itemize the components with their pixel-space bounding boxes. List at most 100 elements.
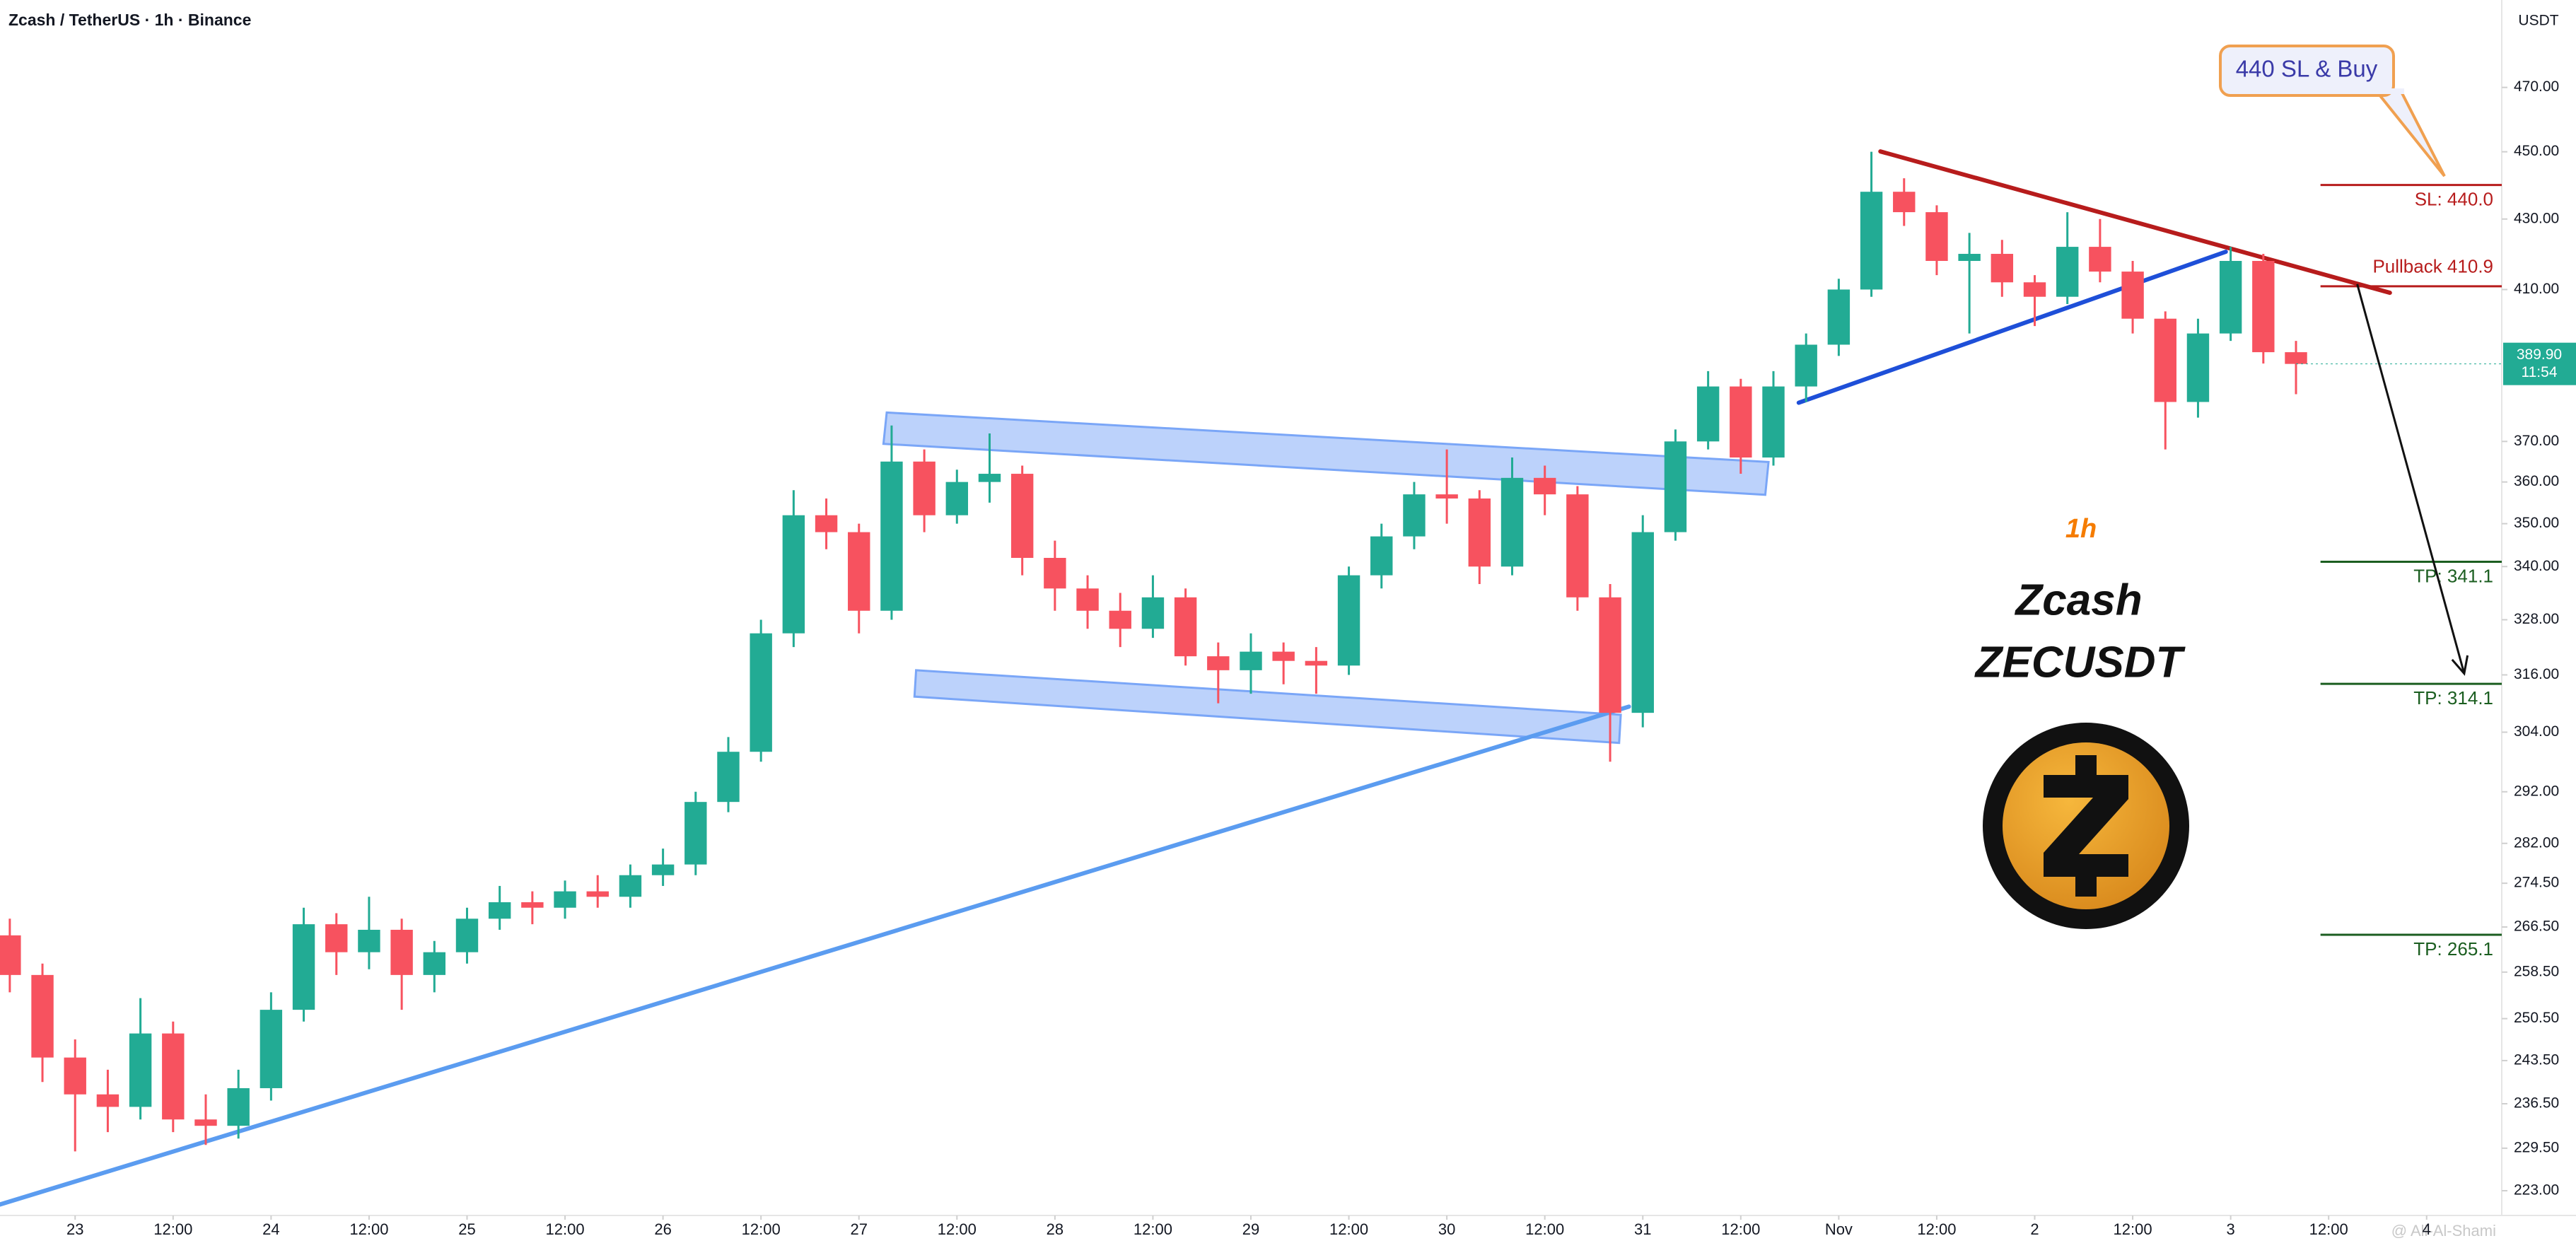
x-tick-label: 3	[2227, 1220, 2235, 1238]
y-tick-label: 292.00	[2514, 783, 2559, 799]
coin-name: Zcash	[2014, 576, 2142, 624]
y-tick-label: 370.00	[2514, 433, 2559, 449]
candle-body	[684, 802, 707, 865]
level-label: TP: 265.1	[2413, 938, 2493, 960]
arrow-line	[2356, 284, 2466, 674]
candle-body	[1500, 477, 1524, 567]
callout-join	[2372, 88, 2404, 94]
callout-text: 440 SL & Buy	[2236, 56, 2378, 82]
chart-title: Zcash / TetherUS · 1h · Binance	[8, 11, 251, 29]
x-tick-label: 23	[66, 1220, 83, 1238]
candle-body	[358, 929, 380, 952]
candle-body	[455, 918, 479, 952]
candle-body	[586, 891, 609, 897]
candle-body	[1141, 597, 1165, 629]
y-tick-label: 340.00	[2514, 558, 2559, 574]
y-tick-label: 274.50	[2514, 875, 2559, 891]
x-tick-label: 12:00	[349, 1220, 388, 1238]
candle-body	[1827, 289, 1851, 345]
candle-body	[1599, 597, 1621, 713]
x-tick-label: 2	[2030, 1220, 2039, 1238]
candle-body	[2121, 272, 2144, 319]
x-tick-label: 29	[1242, 1220, 1259, 1238]
zcash-logo	[1983, 723, 2189, 929]
x-tick-label: 27	[851, 1220, 868, 1238]
coin-symbol: ZECUSDT	[1974, 638, 2186, 687]
drawings	[0, 149, 2392, 1207]
channel-band	[913, 669, 1622, 745]
y-tick-label: 328.00	[2514, 611, 2559, 627]
y-tick-label: 236.50	[2514, 1095, 2559, 1112]
candle-body	[488, 902, 511, 919]
y-tick-label: 350.00	[2514, 515, 2559, 531]
candle-body	[162, 1033, 185, 1120]
y-tick-label: 410.00	[2514, 281, 2559, 297]
candle-body	[0, 935, 21, 975]
candle-body	[1893, 192, 1916, 213]
candle-body	[2219, 261, 2242, 334]
candle-body	[390, 929, 413, 975]
candle-body	[1696, 386, 1720, 442]
x-tick-label: 30	[1438, 1220, 1455, 1238]
x-tick-label: 12:00	[938, 1220, 977, 1238]
trend-line	[0, 704, 1631, 1207]
x-tick-label: 12:00	[1133, 1220, 1172, 1238]
y-tick-label: 304.00	[2514, 723, 2559, 740]
candle-body	[1337, 575, 1360, 666]
candle-body	[1305, 660, 1328, 666]
y-tick-label: 250.50	[2514, 1010, 2559, 1026]
candle-body	[1240, 651, 1262, 670]
candle-body	[64, 1057, 86, 1095]
candle-body	[292, 924, 315, 1010]
candle-body	[880, 461, 903, 611]
channel-band	[882, 411, 1770, 496]
candle-body	[782, 515, 805, 634]
candle-body	[260, 1010, 283, 1088]
candle-body	[1076, 588, 1099, 611]
candle-body	[2023, 282, 2046, 297]
trend-line	[1878, 149, 2392, 296]
candle-body	[521, 902, 544, 908]
x-tick-label: 12:00	[1917, 1220, 1956, 1238]
x-tick-label: 12:00	[1721, 1220, 1760, 1238]
level-label: SL: 440.0	[2415, 189, 2493, 210]
x-tick-label: 31	[1634, 1220, 1651, 1238]
candles	[0, 151, 2307, 1152]
candle-body	[1207, 656, 1230, 670]
candle-body	[1958, 254, 1981, 262]
candle-body	[1566, 494, 1589, 597]
candle-body	[227, 1087, 250, 1126]
timeframe-label: 1h	[2065, 514, 2097, 544]
candle-body	[815, 515, 838, 532]
countdown-label: 11:54	[2522, 364, 2558, 380]
y-tick-label: 360.00	[2514, 473, 2559, 489]
y-tick-label: 223.00	[2514, 1182, 2559, 1199]
candle-body	[848, 532, 870, 611]
last-price-label: 389.90	[2517, 346, 2562, 363]
y-tick-label: 470.00	[2514, 78, 2559, 95]
candle-body	[1370, 536, 1393, 576]
candle-body	[2186, 333, 2210, 402]
x-tick-label: 12:00	[2309, 1220, 2348, 1238]
callout-box	[2219, 45, 2395, 97]
candle-body	[2089, 247, 2111, 272]
candle-body	[2056, 247, 2079, 297]
candle-body	[194, 1119, 217, 1126]
candle-body	[651, 864, 675, 875]
candle-body	[31, 974, 54, 1058]
candle-body	[2252, 261, 2275, 353]
level-label: Pullback 410.9	[2372, 256, 2493, 277]
x-tick-label: 26	[654, 1220, 671, 1238]
candle-body	[717, 752, 740, 803]
x-tick-label: 12:00	[546, 1220, 585, 1238]
x-tick-label: Nov	[1825, 1220, 1853, 1238]
trend-line	[1796, 250, 2228, 405]
y-tick-label: 282.00	[2514, 834, 2559, 851]
x-tick-label: 12:00	[2114, 1220, 2152, 1238]
candle-body	[423, 952, 446, 975]
candle-body	[1044, 557, 1066, 589]
candle-body	[1631, 532, 1654, 713]
x-tick-label: 25	[458, 1220, 475, 1238]
